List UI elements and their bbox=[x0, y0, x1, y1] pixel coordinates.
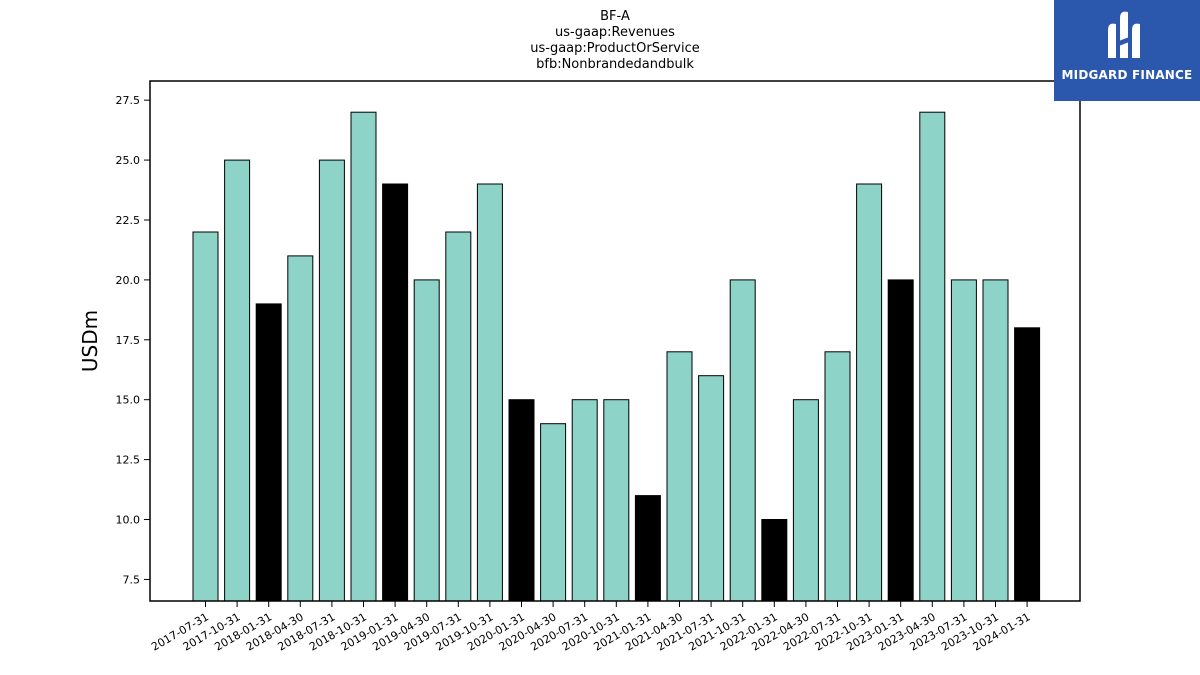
bar bbox=[950, 279, 977, 602]
bar bbox=[761, 519, 788, 602]
bar bbox=[824, 351, 851, 602]
y-tick-label: 25.0 bbox=[116, 154, 141, 167]
title-line: us-gaap:Revenues bbox=[555, 25, 675, 40]
bar bbox=[729, 279, 756, 602]
bar bbox=[571, 399, 598, 602]
y-tick-label: 20.0 bbox=[116, 274, 141, 287]
bar bbox=[603, 399, 630, 602]
bar bbox=[508, 399, 535, 602]
bar bbox=[224, 159, 251, 602]
y-tick-label: 22.5 bbox=[116, 214, 141, 227]
y-tick-label: 7.5 bbox=[123, 573, 141, 586]
bars bbox=[192, 111, 1041, 602]
y-tick-label: 10.0 bbox=[116, 514, 141, 527]
bar bbox=[350, 111, 377, 602]
bar bbox=[698, 375, 725, 602]
bar bbox=[318, 159, 345, 602]
title-line: BF-A bbox=[600, 9, 630, 24]
brand-logo: MIDGARD FINANCE bbox=[1054, 0, 1200, 101]
bar bbox=[192, 231, 219, 602]
bar bbox=[887, 279, 914, 602]
title-line: us-gaap:ProductOrService bbox=[530, 41, 700, 56]
y-tick-label: 12.5 bbox=[116, 454, 141, 467]
bar bbox=[476, 183, 503, 602]
bar bbox=[445, 231, 472, 602]
y-tick-label: 27.5 bbox=[116, 94, 141, 107]
x-axis: 2017-07-312017-10-312018-01-312018-04-30… bbox=[149, 601, 1033, 654]
bar bbox=[255, 303, 282, 602]
bar bbox=[919, 111, 946, 602]
plot-frame bbox=[149, 80, 1081, 602]
brand-name: MIDGARD FINANCE bbox=[1061, 68, 1193, 82]
bar bbox=[856, 183, 883, 602]
bar bbox=[1014, 327, 1041, 602]
y-axis-label: USDm bbox=[78, 310, 102, 372]
bar bbox=[540, 423, 567, 602]
bar bbox=[792, 399, 819, 602]
bar bbox=[634, 495, 661, 602]
y-tick-label: 17.5 bbox=[116, 334, 141, 347]
y-axis: 7.5 10.0 12.5 15.0 17.5 20.0 22.5 25.0 27.5 bbox=[116, 94, 150, 586]
bar bbox=[382, 183, 409, 602]
bar bbox=[666, 351, 693, 602]
midgard-logo-icon bbox=[1108, 11, 1140, 59]
bar bbox=[413, 279, 440, 602]
bar bbox=[982, 279, 1009, 602]
chart-title: BF-Aus-gaap:Revenuesus-gaap:ProductOrSer… bbox=[530, 9, 700, 72]
y-tick-label: 15.0 bbox=[116, 394, 141, 407]
title-line: bfb:Nonbrandedandbulk bbox=[536, 57, 694, 72]
bar bbox=[287, 255, 314, 602]
